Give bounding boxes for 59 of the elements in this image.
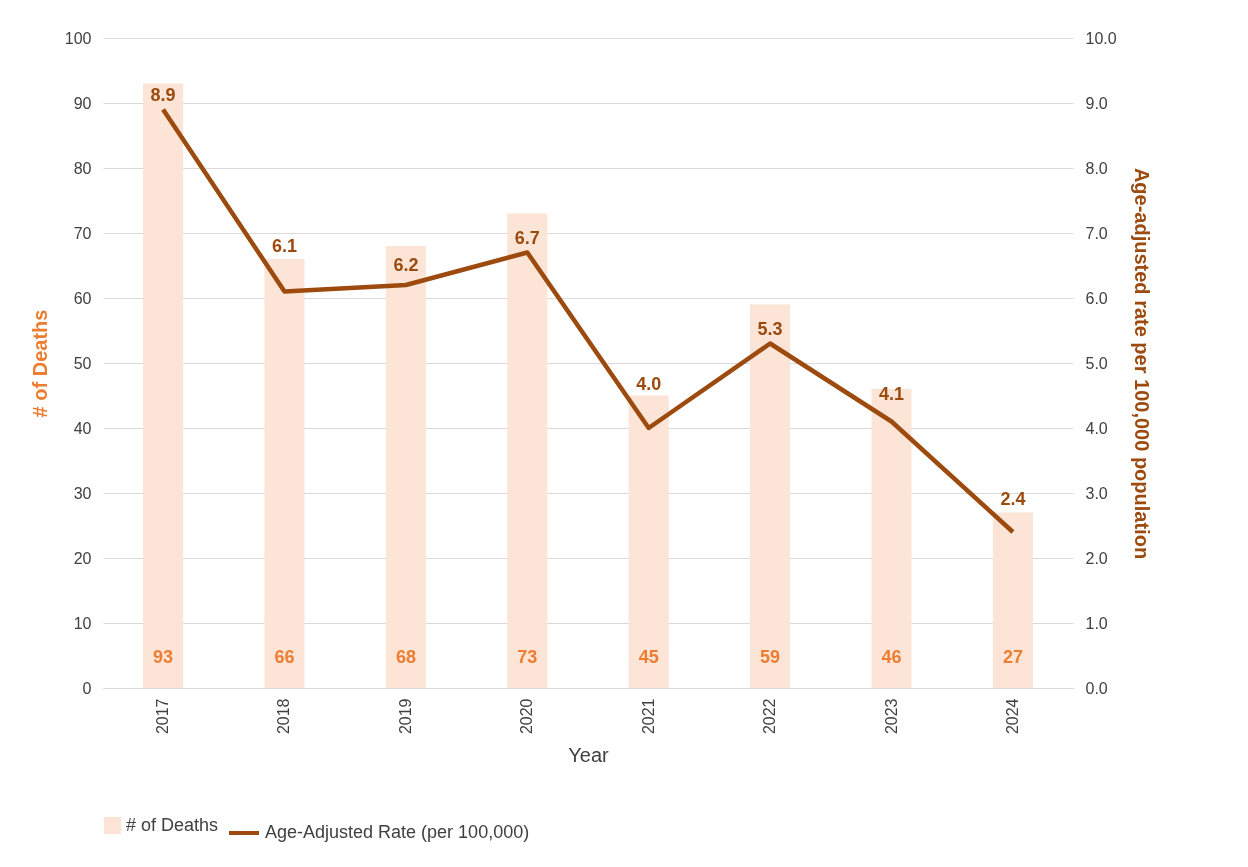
bar: [385, 246, 426, 688]
data-label: 73: [517, 647, 538, 667]
y-tick-label: 80: [73, 159, 92, 177]
data-label: 2.4: [1000, 488, 1026, 509]
data-label: 46: [881, 647, 902, 667]
data-label: 8.9: [150, 84, 176, 105]
y-tick-label: 0: [82, 679, 92, 697]
x-tick-label: 2023: [882, 698, 900, 735]
y2-tick-label: 2.0: [1085, 549, 1108, 567]
x-tick-label: 2019: [396, 698, 414, 735]
data-label: 6.7: [514, 227, 540, 248]
data-label: 59: [760, 647, 781, 667]
data-label: 4.1: [878, 383, 905, 404]
x-tick-label: 2022: [761, 698, 779, 735]
y-tick-label: 100: [64, 29, 92, 47]
legend-label: # of Deaths: [126, 814, 219, 835]
x-tick-label: 2017: [154, 698, 172, 735]
data-label: 4.0: [636, 374, 662, 395]
x-tick-label: 2021: [639, 698, 657, 735]
y2-tick-label: 10.0: [1085, 29, 1117, 47]
y-tick-label: 50: [73, 354, 92, 372]
y2-tick-label: 3.0: [1085, 484, 1108, 502]
data-label: 45: [638, 647, 659, 667]
y2-tick-label: 9.0: [1085, 94, 1108, 112]
bar: [871, 389, 912, 688]
y2-tick-label: 0.0: [1085, 679, 1108, 697]
data-label: 6.2: [393, 254, 419, 275]
y2-tick-label: 5.0: [1085, 354, 1108, 372]
data-label: 68: [395, 647, 416, 667]
y-tick-label: 90: [73, 94, 92, 112]
legend-label: Age-Adjusted Rate (per 100,000): [265, 822, 530, 842]
bar: [628, 395, 669, 688]
bar: [143, 83, 184, 688]
data-label: 27: [1002, 647, 1023, 667]
bar: [264, 259, 305, 688]
y-tick-label: 40: [73, 419, 92, 437]
data-label: 93: [153, 647, 174, 667]
bar: [507, 213, 548, 688]
y2-axis-title: Age-adjusted rate per 100,000 population: [1130, 167, 1153, 560]
y-tick-label: 20: [73, 549, 92, 567]
y2-tick-label: 8.0: [1085, 159, 1108, 177]
y2-tick-label: 1.0: [1085, 614, 1108, 632]
x-tick-label: 2020: [518, 698, 536, 735]
y-tick-label: 70: [73, 224, 92, 242]
bar: [992, 512, 1033, 688]
bar: [750, 304, 791, 688]
y-tick-label: 30: [73, 484, 92, 502]
y2-tick-label: 6.0: [1085, 289, 1108, 307]
y-tick-label: 10: [73, 614, 92, 632]
y2-tick-label: 4.0: [1085, 419, 1108, 437]
data-label: 6.1: [271, 236, 298, 257]
y-axis-title: # of Deaths: [28, 309, 51, 418]
x-tick-label: 2018: [275, 698, 293, 735]
data-label: 5.3: [757, 318, 783, 339]
x-tick-label: 2024: [1003, 698, 1021, 735]
y-tick-label: 60: [73, 289, 92, 307]
x-axis-title: Year: [568, 744, 610, 767]
y2-tick-label: 7.0: [1085, 224, 1108, 242]
data-label: 66: [274, 647, 295, 667]
